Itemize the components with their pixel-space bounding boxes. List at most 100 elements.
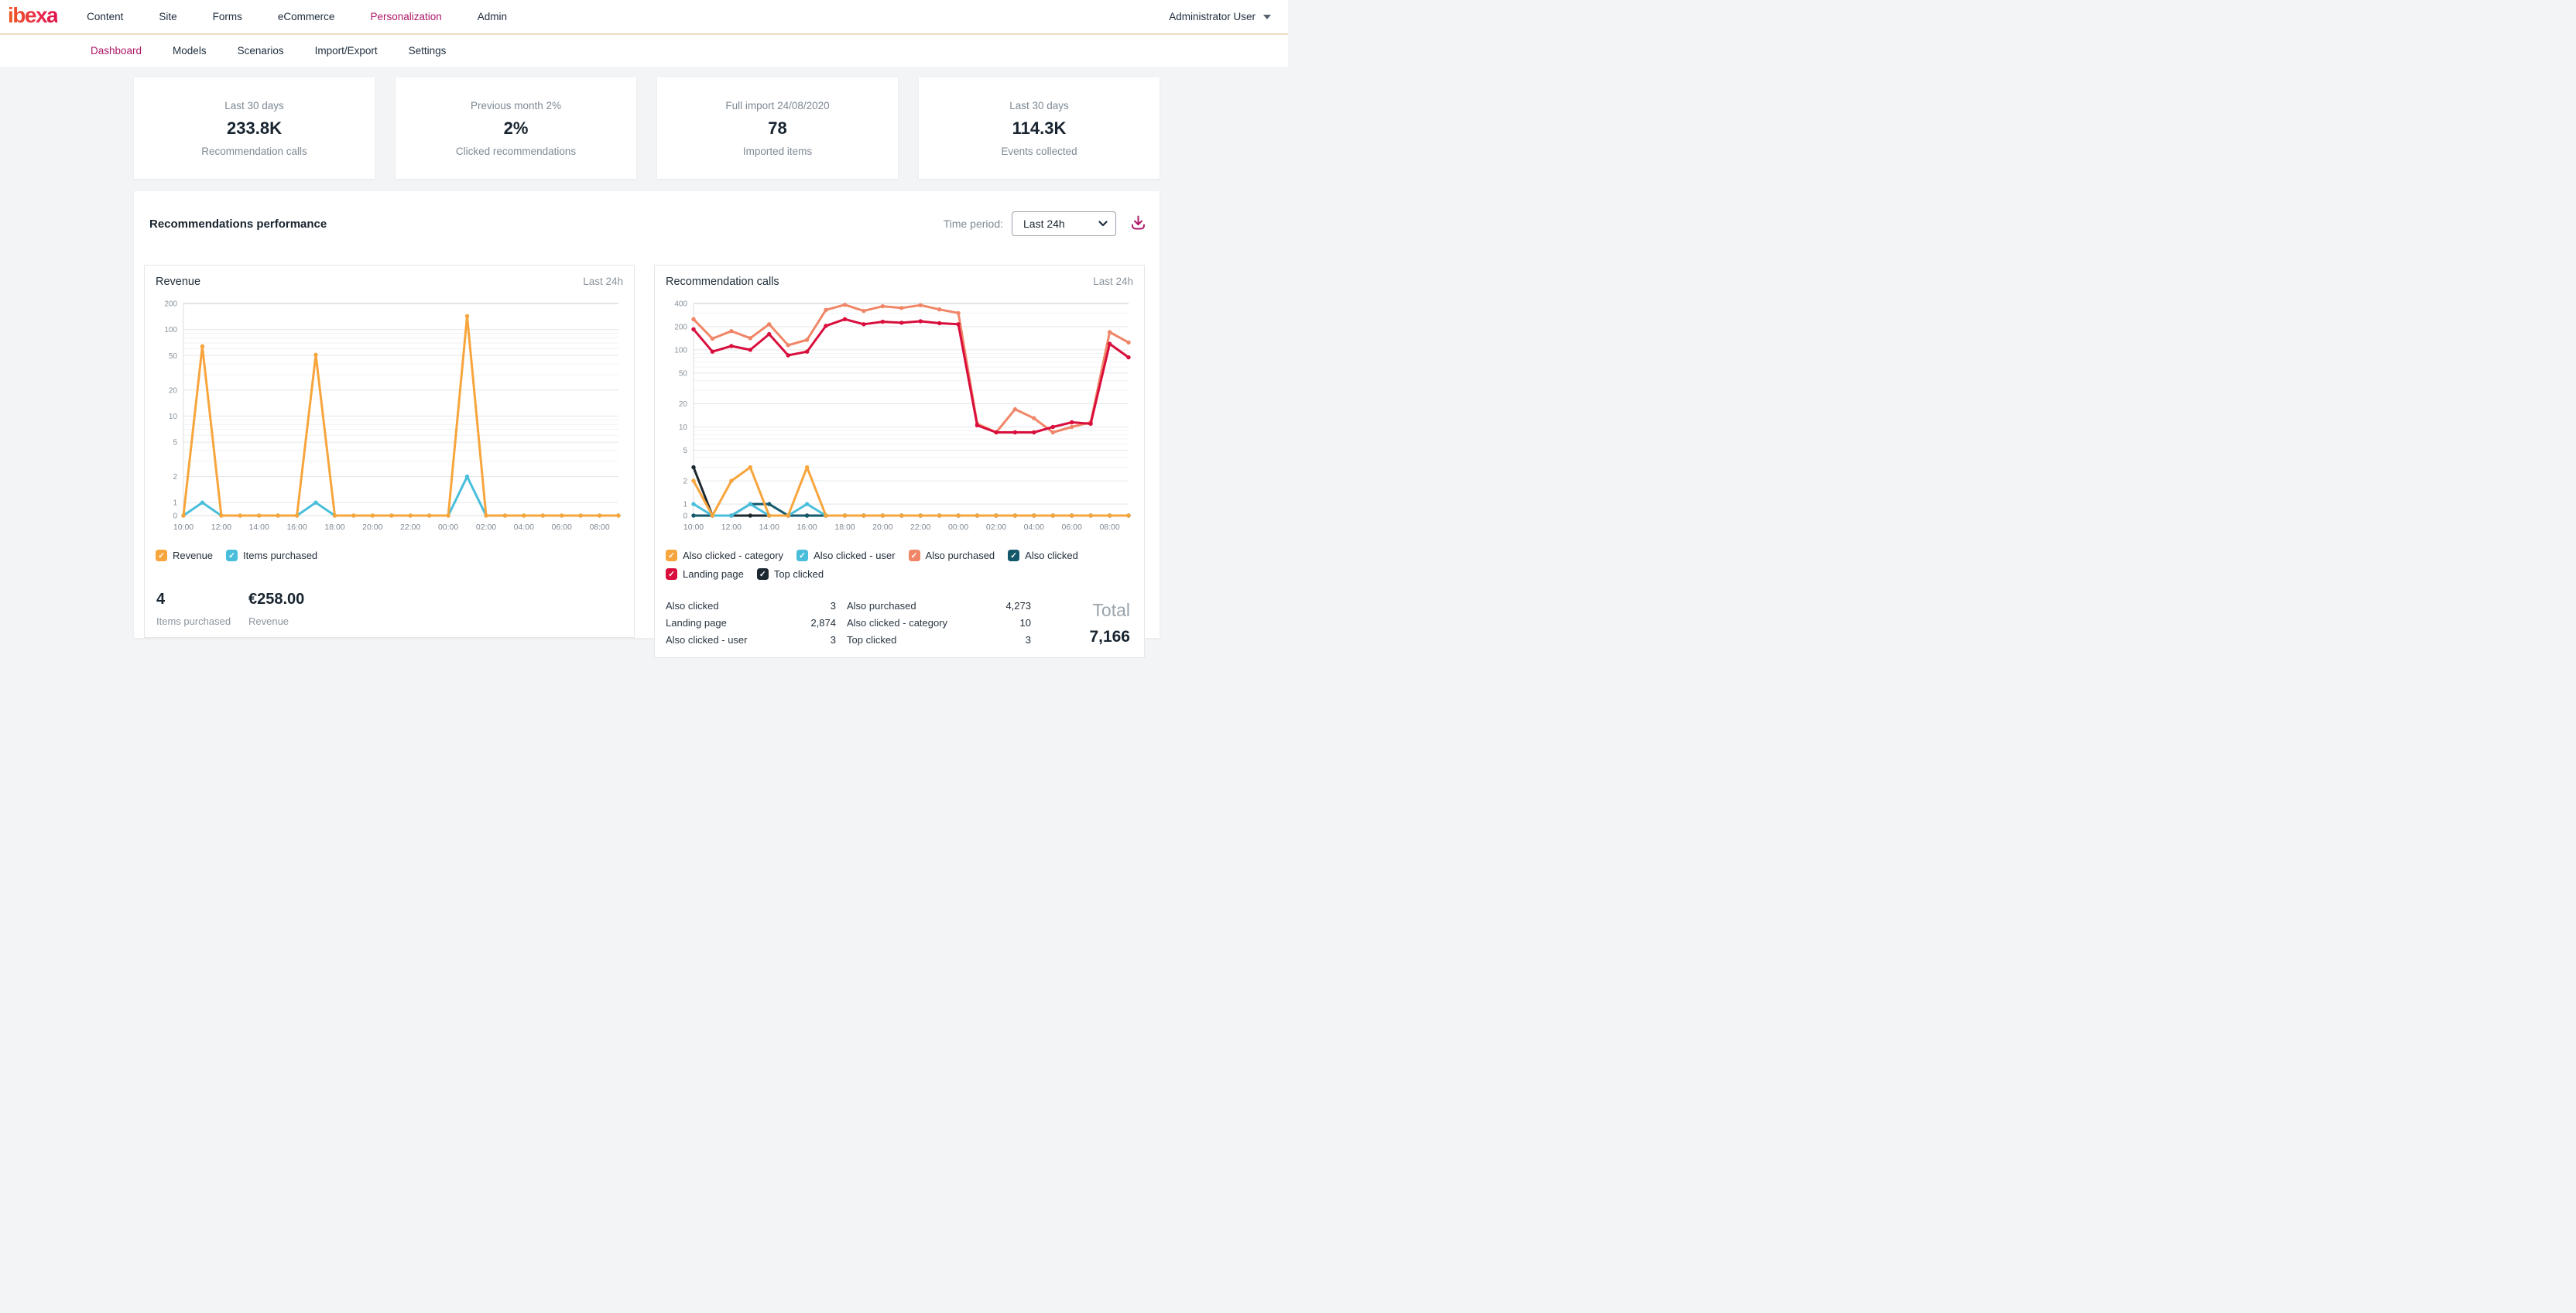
tab-settings[interactable]: Settings [408, 45, 447, 57]
legend-item-also-clicked-user: ✓ Also clicked - user [796, 550, 896, 561]
checkbox-checked-icon[interactable]: ✓ [666, 550, 677, 561]
stat-card-recommendation-calls: Last 30 days 233.8K Recommendation calls [134, 77, 375, 179]
stat-row-label: Also clicked [666, 600, 719, 612]
legend-label: Also clicked [1025, 550, 1078, 561]
stat-value: 114.3K [1012, 118, 1067, 138]
legend-item-revenue: ✓ Revenue [156, 550, 213, 561]
summary-value: €258.00 [248, 591, 305, 608]
stat-period: Last 30 days [224, 99, 284, 111]
svg-text:14:00: 14:00 [249, 523, 269, 532]
nav-item-admin[interactable]: Admin [477, 11, 508, 22]
svg-text:08:00: 08:00 [1099, 523, 1119, 532]
stat-row-value: 10 [1019, 617, 1031, 629]
stat-label: Recommendation calls [201, 145, 307, 157]
svg-text:20:00: 20:00 [362, 523, 382, 532]
svg-text:20: 20 [679, 400, 688, 409]
svg-text:02:00: 02:00 [476, 523, 496, 532]
checkbox-checked-icon[interactable]: ✓ [666, 568, 677, 580]
checkbox-checked-icon[interactable]: ✓ [1008, 550, 1020, 561]
svg-text:5: 5 [683, 447, 687, 455]
chart-card-header: Revenue Last 24h [156, 276, 623, 288]
legend-item-also-clicked-category: ✓ Also clicked - category [666, 550, 783, 561]
chevron-down-icon [1263, 14, 1271, 19]
tab-dashboard[interactable]: Dashboard [91, 45, 142, 57]
chart-title: Recommendation calls [666, 276, 779, 288]
recommendations-performance-panel: Recommendations performance Time period:… [134, 191, 1160, 658]
summary-items-purchased: 4 Items purchased [156, 591, 248, 627]
svg-text:20:00: 20:00 [872, 523, 892, 532]
calls-stats: Also clicked 3 Also purchased 4,273 Land… [666, 600, 1133, 646]
svg-text:18:00: 18:00 [834, 523, 855, 532]
svg-text:400: 400 [674, 300, 687, 309]
svg-text:04:00: 04:00 [514, 523, 534, 532]
svg-text:06:00: 06:00 [1062, 523, 1082, 532]
stat-label: Events collected [1001, 145, 1077, 157]
top-bar: ibexa Content Site Forms eCommerce Perso… [0, 0, 1288, 33]
svg-text:12:00: 12:00 [721, 523, 742, 532]
stat-row-value: 3 [830, 634, 836, 646]
main-nav: Content Site Forms eCommerce Personaliza… [87, 11, 507, 22]
summary-revenue: €258.00 Revenue [248, 591, 341, 627]
svg-text:16:00: 16:00 [286, 523, 307, 532]
user-name: Administrator User [1169, 11, 1255, 22]
svg-text:2: 2 [173, 473, 177, 482]
checkbox-checked-icon[interactable]: ✓ [156, 550, 167, 561]
summary-label: Revenue [248, 615, 289, 627]
svg-text:22:00: 22:00 [910, 523, 930, 532]
stat-period: Last 30 days [1009, 99, 1069, 111]
chart-legend-row-2: ✓ Landing page ✓ Top clicked [666, 568, 1133, 580]
legend-item-also-clicked: ✓ Also clicked [1008, 550, 1078, 561]
ibexa-logo[interactable]: ibexa [8, 4, 59, 29]
svg-text:0: 0 [173, 513, 177, 521]
export-download-button[interactable] [1128, 212, 1149, 235]
chart-period-label: Last 24h [583, 276, 623, 287]
svg-text:1: 1 [173, 499, 177, 508]
time-period-select-wrap: Last 24h [1012, 211, 1116, 236]
svg-text:5: 5 [173, 439, 177, 447]
checkbox-checked-icon[interactable]: ✓ [226, 550, 238, 561]
tab-models[interactable]: Models [173, 45, 207, 57]
revenue-chart-card: Revenue Last 24h 200 100 50 20 10 5 2 1 0 10:00 12… [144, 265, 635, 638]
stat-row-value: 4,273 [1005, 600, 1031, 612]
stat-label: Imported items [742, 145, 813, 157]
legend-label: Revenue [173, 550, 214, 561]
nav-item-forms[interactable]: Forms [212, 11, 242, 22]
tab-scenarios[interactable]: Scenarios [237, 45, 284, 57]
nav-item-ecommerce[interactable]: eCommerce [277, 11, 335, 22]
svg-text:10:00: 10:00 [173, 523, 194, 532]
stat-period: Previous month 2% [470, 99, 562, 111]
nav-item-content[interactable]: Content [87, 11, 124, 22]
user-menu[interactable]: Administrator User [1169, 11, 1271, 22]
total-label: Total [1092, 600, 1130, 620]
panel-title: Recommendations performance [149, 217, 327, 231]
chart-title: Revenue [156, 276, 201, 288]
personalization-subnav: Dashboard Models Scenarios Import/Export… [0, 33, 1288, 67]
svg-text:20: 20 [169, 386, 178, 395]
nav-item-site[interactable]: Site [159, 11, 177, 22]
svg-text:50: 50 [169, 352, 178, 361]
legend-item-items-purchased: ✓ Items purchased [226, 550, 317, 561]
svg-text:14:00: 14:00 [759, 523, 779, 532]
chart-card-header: Recommendation calls Last 24h [666, 276, 1133, 288]
recommendation-calls-chart-card: Recommendation calls Last 24h 400 200 100 5… [654, 265, 1145, 658]
legend-item-top-clicked: ✓ Top clicked [756, 568, 824, 580]
legend-label: Top clicked [773, 568, 824, 580]
stat-row-label: Also purchased [847, 600, 916, 612]
svg-text:0: 0 [683, 513, 687, 521]
checkbox-checked-icon[interactable]: ✓ [756, 568, 769, 580]
stat-card-events-collected: Last 30 days 114.3K Events collected [919, 77, 1160, 179]
svg-text:10:00: 10:00 [683, 523, 704, 532]
summary-label: Items purchased [156, 615, 231, 627]
tab-import-export[interactable]: Import/Export [314, 45, 378, 57]
nav-item-personalization[interactable]: Personalization [370, 11, 442, 22]
chart-legend: ✓ Revenue ✓ Items purchased [156, 550, 623, 561]
revenue-summary: 4 Items purchased €258.00 Revenue [156, 591, 623, 627]
stat-value: 2% [503, 118, 529, 138]
checkbox-checked-icon[interactable]: ✓ [796, 550, 809, 561]
legend-label: Also purchased [925, 550, 995, 561]
time-period-select[interactable]: Last 24h [1012, 211, 1116, 236]
stat-card-imported-items: Full import 24/08/2020 78 Imported items [657, 77, 898, 179]
checkbox-checked-icon[interactable]: ✓ [908, 550, 920, 561]
